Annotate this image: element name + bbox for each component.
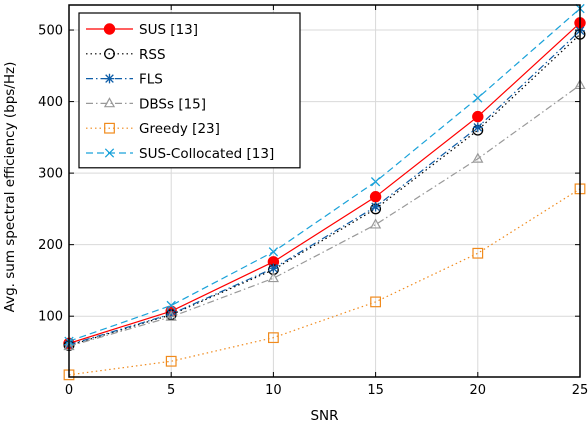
x-tick-label: 25: [572, 383, 588, 398]
y-tick-label: 100: [38, 310, 63, 325]
data-point: [165, 355, 177, 367]
data-point: [267, 272, 280, 283]
y-tick-label: 400: [38, 95, 63, 110]
data-point: [370, 177, 381, 187]
y-tick-label: 200: [38, 238, 63, 253]
legend-label: RSS: [139, 47, 166, 63]
x-tick-label: 15: [367, 383, 384, 398]
data-point: [370, 296, 381, 308]
data-point: [369, 191, 382, 203]
data-point: [472, 247, 484, 259]
data-point: [166, 309, 176, 319]
legend-marker: [104, 48, 115, 60]
legend-box: [78, 12, 301, 169]
data-point: [472, 110, 484, 123]
legend-label: DBSs [15]: [139, 96, 206, 112]
data-point: [473, 122, 483, 133]
legend-entry: Greedy [23]: [86, 121, 220, 137]
series-layer: [63, 3, 586, 381]
data-point: [268, 332, 279, 344]
data-point: [268, 247, 279, 257]
y-tick-label: 300: [38, 167, 63, 182]
data-point: [369, 218, 382, 229]
legend: SUS [13] RSS FLS DBSs [15] Greedy [23] SUS-Co…: [78, 12, 301, 169]
data-point: [268, 263, 279, 274]
y-axis-label: Avg. sum spectral efficiency (bps/Hz): [2, 62, 18, 313]
x-tick-label: 5: [167, 383, 175, 398]
series-line: [68, 188, 581, 376]
x-tick-label: 20: [470, 383, 487, 398]
legend-label: SUS [13]: [139, 22, 198, 38]
legend-entry: SUS-Collocated [13]: [86, 146, 274, 162]
x-axis-label: SNR: [310, 408, 338, 424]
legend-label: SUS-Collocated [13]: [139, 146, 274, 162]
legend-marker: [103, 23, 116, 35]
data-point: [473, 93, 483, 103]
series-line: [68, 8, 581, 342]
data-point: [166, 300, 176, 311]
legend-marker: [104, 148, 115, 158]
legend-entry: RSS: [86, 47, 166, 63]
legend-entry: DBSs [15]: [86, 96, 206, 112]
plot-area-frame: [68, 4, 581, 378]
legend-marker: [103, 97, 116, 108]
x-tick-label: 0: [65, 383, 73, 398]
legend-entry: SUS [13]: [86, 22, 198, 38]
ticks: [68, 5, 581, 377]
y-tick-label: 500: [38, 24, 63, 39]
x-tick-label: 10: [265, 383, 282, 398]
legend-label: FLS: [139, 72, 163, 88]
series-4: [63, 183, 586, 381]
data-point: [165, 310, 177, 321]
tick-labels: 0 5 10 15 20 25 100 200 300 400 500: [38, 24, 588, 398]
series-line: [68, 84, 581, 347]
series-line: [68, 30, 581, 346]
data-point: [472, 152, 484, 163]
legend-marker: [104, 122, 115, 134]
legend-entry: FLS: [86, 72, 163, 88]
legend-label: Greedy [23]: [139, 121, 220, 137]
series-line: [68, 22, 581, 344]
legend-marker: [104, 73, 115, 84]
data-point: [370, 201, 381, 212]
